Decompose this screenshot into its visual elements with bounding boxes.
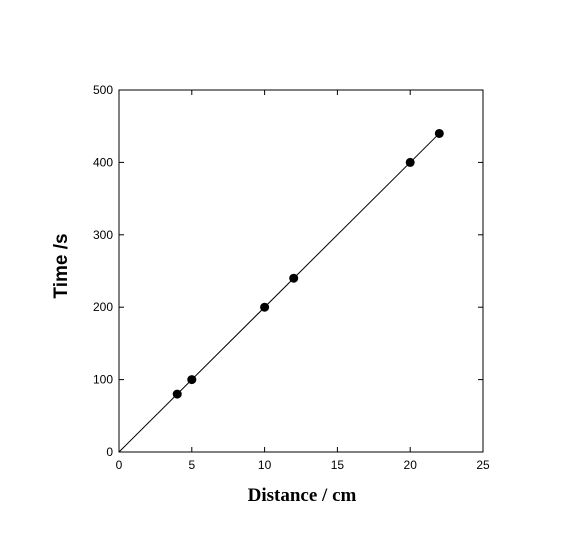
data-point (187, 375, 197, 385)
y-tick-label: 200 (93, 300, 113, 314)
data-points (172, 128, 444, 399)
data-point (434, 128, 444, 138)
fit-line (118, 133, 440, 453)
y-tick-label: 0 (106, 445, 113, 459)
data-point (405, 157, 415, 167)
data-point (260, 302, 270, 312)
y-tick-label: 500 (93, 83, 113, 97)
x-tick-label: 0 (116, 458, 123, 472)
plot-frame (118, 89, 484, 453)
x-tick-label: 10 (258, 458, 272, 472)
data-point (172, 389, 182, 399)
x-axis-title: Distance / cm (248, 485, 357, 506)
x-tick-label: 15 (331, 458, 345, 472)
y-ticks: 0 100 200 300 400 500 (93, 83, 483, 459)
fit-line-group (118, 133, 440, 453)
y-tick-label: 400 (93, 155, 113, 169)
y-tick-label: 300 (93, 228, 113, 242)
y-tick-label: 100 (93, 373, 113, 387)
x-ticks: 0 5 10 15 20 25 (116, 90, 490, 472)
y-axis-title: Time /s (51, 233, 72, 298)
x-tick-label: 20 (404, 458, 418, 472)
x-tick-label: 25 (476, 458, 490, 472)
data-point (289, 273, 299, 283)
x-tick-label: 5 (188, 458, 195, 472)
